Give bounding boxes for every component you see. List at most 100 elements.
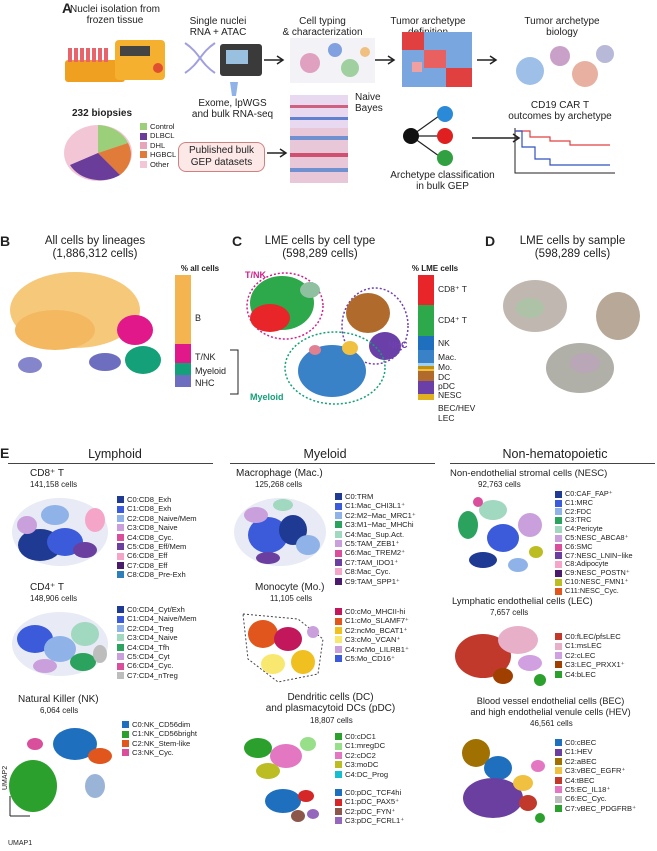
- legend-swatch: [335, 502, 342, 510]
- legend-label: C6:Mac_TREM2⁺: [345, 548, 406, 558]
- bar-segment-mac: [418, 350, 434, 363]
- section-lymphoid: Lymphoid: [88, 447, 142, 461]
- legend-swatch: [117, 615, 124, 623]
- legend-label: C7:TAM_IDO1⁺: [345, 557, 399, 567]
- legend-label: C3:NK_Cyc.: [132, 748, 174, 758]
- legend-label: C0:cDC1: [345, 732, 376, 741]
- mo-title: Monocyte (Mo.): [255, 582, 325, 593]
- legend-swatch: [140, 142, 147, 150]
- panel-c-bar: [418, 275, 434, 400]
- legend-label: C5:Mo_CD16⁺: [345, 654, 396, 664]
- sequencer-icon: [220, 44, 262, 76]
- legend-swatch: [140, 123, 147, 131]
- legend-label: C1:pDC_PAX5⁺: [345, 797, 400, 807]
- legend-label: Control: [150, 122, 175, 131]
- bar-label-nesc: NESC: [438, 390, 462, 400]
- legend-label: C2:aBEC: [565, 756, 597, 766]
- legend-label: C1:CD4_Naive/Mem: [127, 614, 197, 624]
- legend-swatch: [335, 733, 342, 741]
- legend-swatch: [335, 761, 342, 769]
- legend-label: C1:Mac_CHI3L1⁺: [345, 501, 406, 511]
- biopsy-pie-chart: [64, 125, 132, 181]
- lec-legend: C0:fLEC/pfsLEC C1:msLEC C2:cLEC C3:LEC_P…: [555, 632, 625, 679]
- legend-swatch: [555, 587, 562, 595]
- bec-legend: C0:cBEC C1:HEV C2:aBEC C3:vBEC_EGFR⁺ C4:…: [555, 738, 636, 813]
- legend-swatch: [117, 571, 124, 579]
- legend-swatch: [335, 493, 342, 501]
- legend-label: C2:ncMo_BCAT1⁺: [345, 625, 408, 635]
- legend-swatch: [117, 653, 124, 661]
- legend-swatch: [555, 670, 562, 678]
- bar-label-cd8: CD8⁺ T: [438, 284, 467, 294]
- legend-swatch: [555, 758, 562, 766]
- naive-bayes-tree: [403, 106, 453, 166]
- legend-swatch: [555, 767, 562, 775]
- bar-segment-cd8: [418, 275, 434, 305]
- legend-swatch: [335, 655, 342, 663]
- section-myeloid: Myeloid: [303, 447, 347, 461]
- legend-label: C10:NESC_FMN1⁺: [565, 576, 629, 586]
- umap-all-cells: [10, 272, 161, 374]
- umap-bec: [462, 739, 545, 823]
- legend-swatch: [122, 740, 129, 748]
- legend-swatch: [555, 776, 562, 784]
- legend-swatch: [335, 568, 342, 576]
- nesc-title: Non-endothelial stromal cells (NESC): [450, 468, 608, 479]
- legend-swatch: [140, 151, 147, 159]
- divider: [8, 463, 213, 464]
- legend-swatch: [555, 552, 562, 560]
- legend-swatch: [555, 570, 562, 578]
- umap-nk: [9, 728, 112, 817]
- mo-cells: 11,105 cells: [270, 594, 313, 603]
- bar-label-b: B: [195, 313, 202, 323]
- arrow-2: [375, 55, 396, 65]
- step-nuclei-isolation: Nuclei isolation from frozen tissue: [69, 4, 161, 26]
- legend-label: C2:NK_Stem-like: [132, 738, 191, 748]
- biopsies-count: 232 biopsies: [71, 108, 133, 119]
- bar-label-tnk: T/NK: [195, 352, 216, 362]
- archetype-classification-label: Archetype classification in bulk GEP: [390, 170, 495, 192]
- umap-mo: [242, 613, 324, 683]
- divider: [450, 463, 655, 464]
- bar-segment-dc: [418, 366, 434, 369]
- legend-swatch: [117, 552, 124, 560]
- mac-legend: C0:TRM C1:Mac_CHI3L1⁺ C2:M2−Mac_MRC1⁺ C3…: [335, 492, 416, 586]
- legend-swatch: [117, 543, 124, 551]
- legend-label: C1:NK_CD56bright: [132, 729, 197, 739]
- legend-swatch: [117, 634, 124, 642]
- nesc-legend: C0:CAF_FAP⁺ C1:MRC C2:FDC C3:TRC C4:Peri…: [555, 489, 633, 596]
- legend-swatch: [555, 534, 562, 542]
- legend-label: C7:NESC_LNIN−like: [565, 550, 633, 560]
- legend-swatch: [555, 652, 562, 660]
- legend-label: C5:CD8_Eff/Mem: [127, 542, 187, 552]
- bar-label-bec: BEC/HEV: [438, 403, 476, 413]
- divider: [230, 463, 435, 464]
- legend-label: C8:CD8_Pre-Exh: [127, 570, 186, 580]
- cell-typing-illustration: [290, 38, 375, 83]
- umap-dc: [244, 737, 319, 822]
- legend-swatch: [122, 730, 129, 738]
- legend-swatch: [335, 549, 342, 557]
- bar-label-dc: DC: [438, 372, 451, 382]
- legend-label: C5:TAM_ZEB1⁺: [345, 539, 400, 549]
- arrow-1: [264, 55, 285, 65]
- legend-label: C3:moDC: [345, 760, 379, 770]
- legend-label: C7:CD4_nTreg: [127, 670, 178, 680]
- legend-swatch: [335, 608, 342, 616]
- legend-label: C2:CD8_Naive/Mem: [127, 513, 197, 523]
- legend-label: C2:pDC_FYN⁺: [345, 806, 396, 816]
- legend-label: C0:fLEC/pfsLEC: [565, 632, 621, 641]
- legend-swatch: [117, 524, 124, 532]
- panel-c-bar-title: % LME cells: [411, 264, 459, 273]
- myeloid-cluster-label: Myeloid: [250, 392, 284, 402]
- panel-c-label: C: [232, 233, 243, 249]
- legend-swatch: [335, 645, 342, 653]
- lec-cells: 7,657 cells: [490, 608, 529, 617]
- legend-label: C8:Mac_Cyc.: [345, 567, 391, 577]
- legend-swatch: [335, 742, 342, 750]
- legend-label: C5:CD4_Cyt: [127, 652, 170, 662]
- bar-segment-b: [175, 275, 191, 345]
- legend-swatch: [335, 817, 342, 825]
- panel-c-title: LME cells by cell type (598,289 cells): [264, 235, 376, 260]
- dc-legend: C0:cDC1 C1:mregDC C2:cDC2 C3:moDC C4:DC_…: [335, 732, 388, 779]
